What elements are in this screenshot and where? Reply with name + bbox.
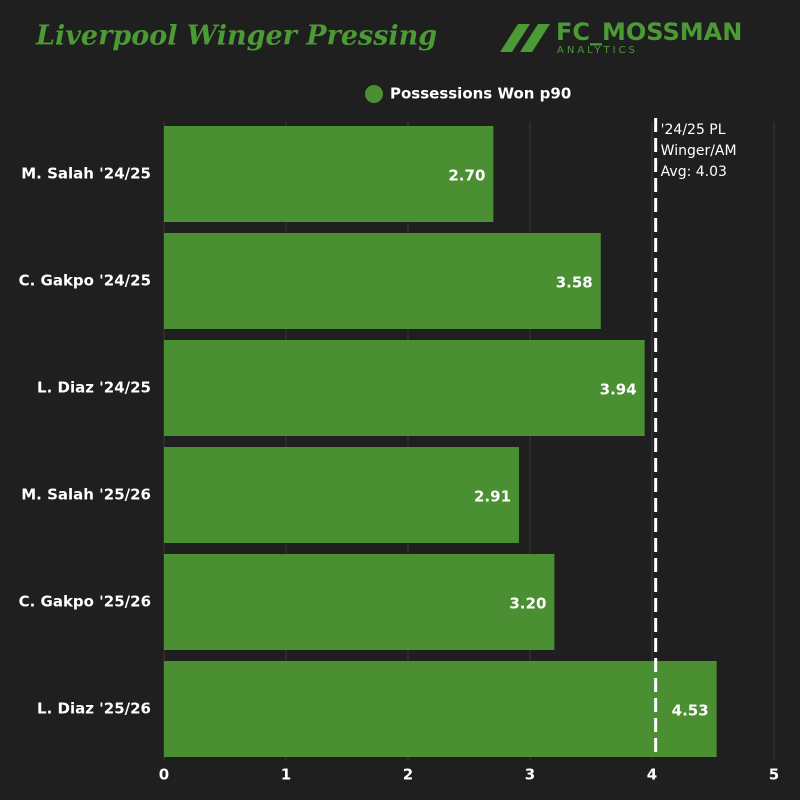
x-tick-label: 5 [769, 766, 779, 784]
x-tick-label: 0 [159, 766, 169, 784]
value-label: 3.58 [556, 274, 593, 292]
legend-marker [365, 85, 383, 103]
value-label: 3.20 [509, 595, 546, 613]
y-tick-label: L. Diaz '24/25 [37, 379, 151, 397]
legend-label: Possessions Won p90 [390, 85, 571, 103]
reference-label: Winger/AM [661, 143, 737, 159]
y-tick-label: C. Gakpo '25/26 [19, 593, 151, 611]
y-tick-label: L. Diaz '25/26 [37, 700, 151, 718]
x-tick-label: 1 [281, 766, 291, 784]
logo-icon [520, 24, 550, 52]
logo-icon [500, 24, 530, 52]
value-label: 2.91 [474, 488, 511, 506]
x-tick-label: 4 [647, 766, 657, 784]
reference-label: Avg: 4.03 [661, 164, 727, 180]
x-tick-label: 2 [403, 766, 413, 784]
reference-label: '24/25 PL [661, 122, 726, 138]
y-tick-label: M. Salah '25/26 [21, 486, 151, 504]
bar [164, 233, 601, 329]
bar [164, 554, 555, 650]
value-label: 4.53 [672, 702, 709, 720]
y-tick-label: M. Salah '24/25 [21, 165, 151, 183]
bar [164, 661, 717, 757]
value-label: 2.70 [448, 167, 485, 185]
brand-sub: ANALYTICS [557, 45, 638, 56]
value-label: 3.94 [600, 381, 637, 399]
y-tick-label: C. Gakpo '24/25 [19, 272, 151, 290]
bar [164, 126, 494, 222]
bar [164, 340, 645, 436]
bar [164, 447, 520, 543]
x-tick-label: 3 [525, 766, 535, 784]
brand-name: FC_MOSSMAN [556, 18, 742, 46]
chart-title: Liverpool Winger Pressing [35, 21, 437, 52]
